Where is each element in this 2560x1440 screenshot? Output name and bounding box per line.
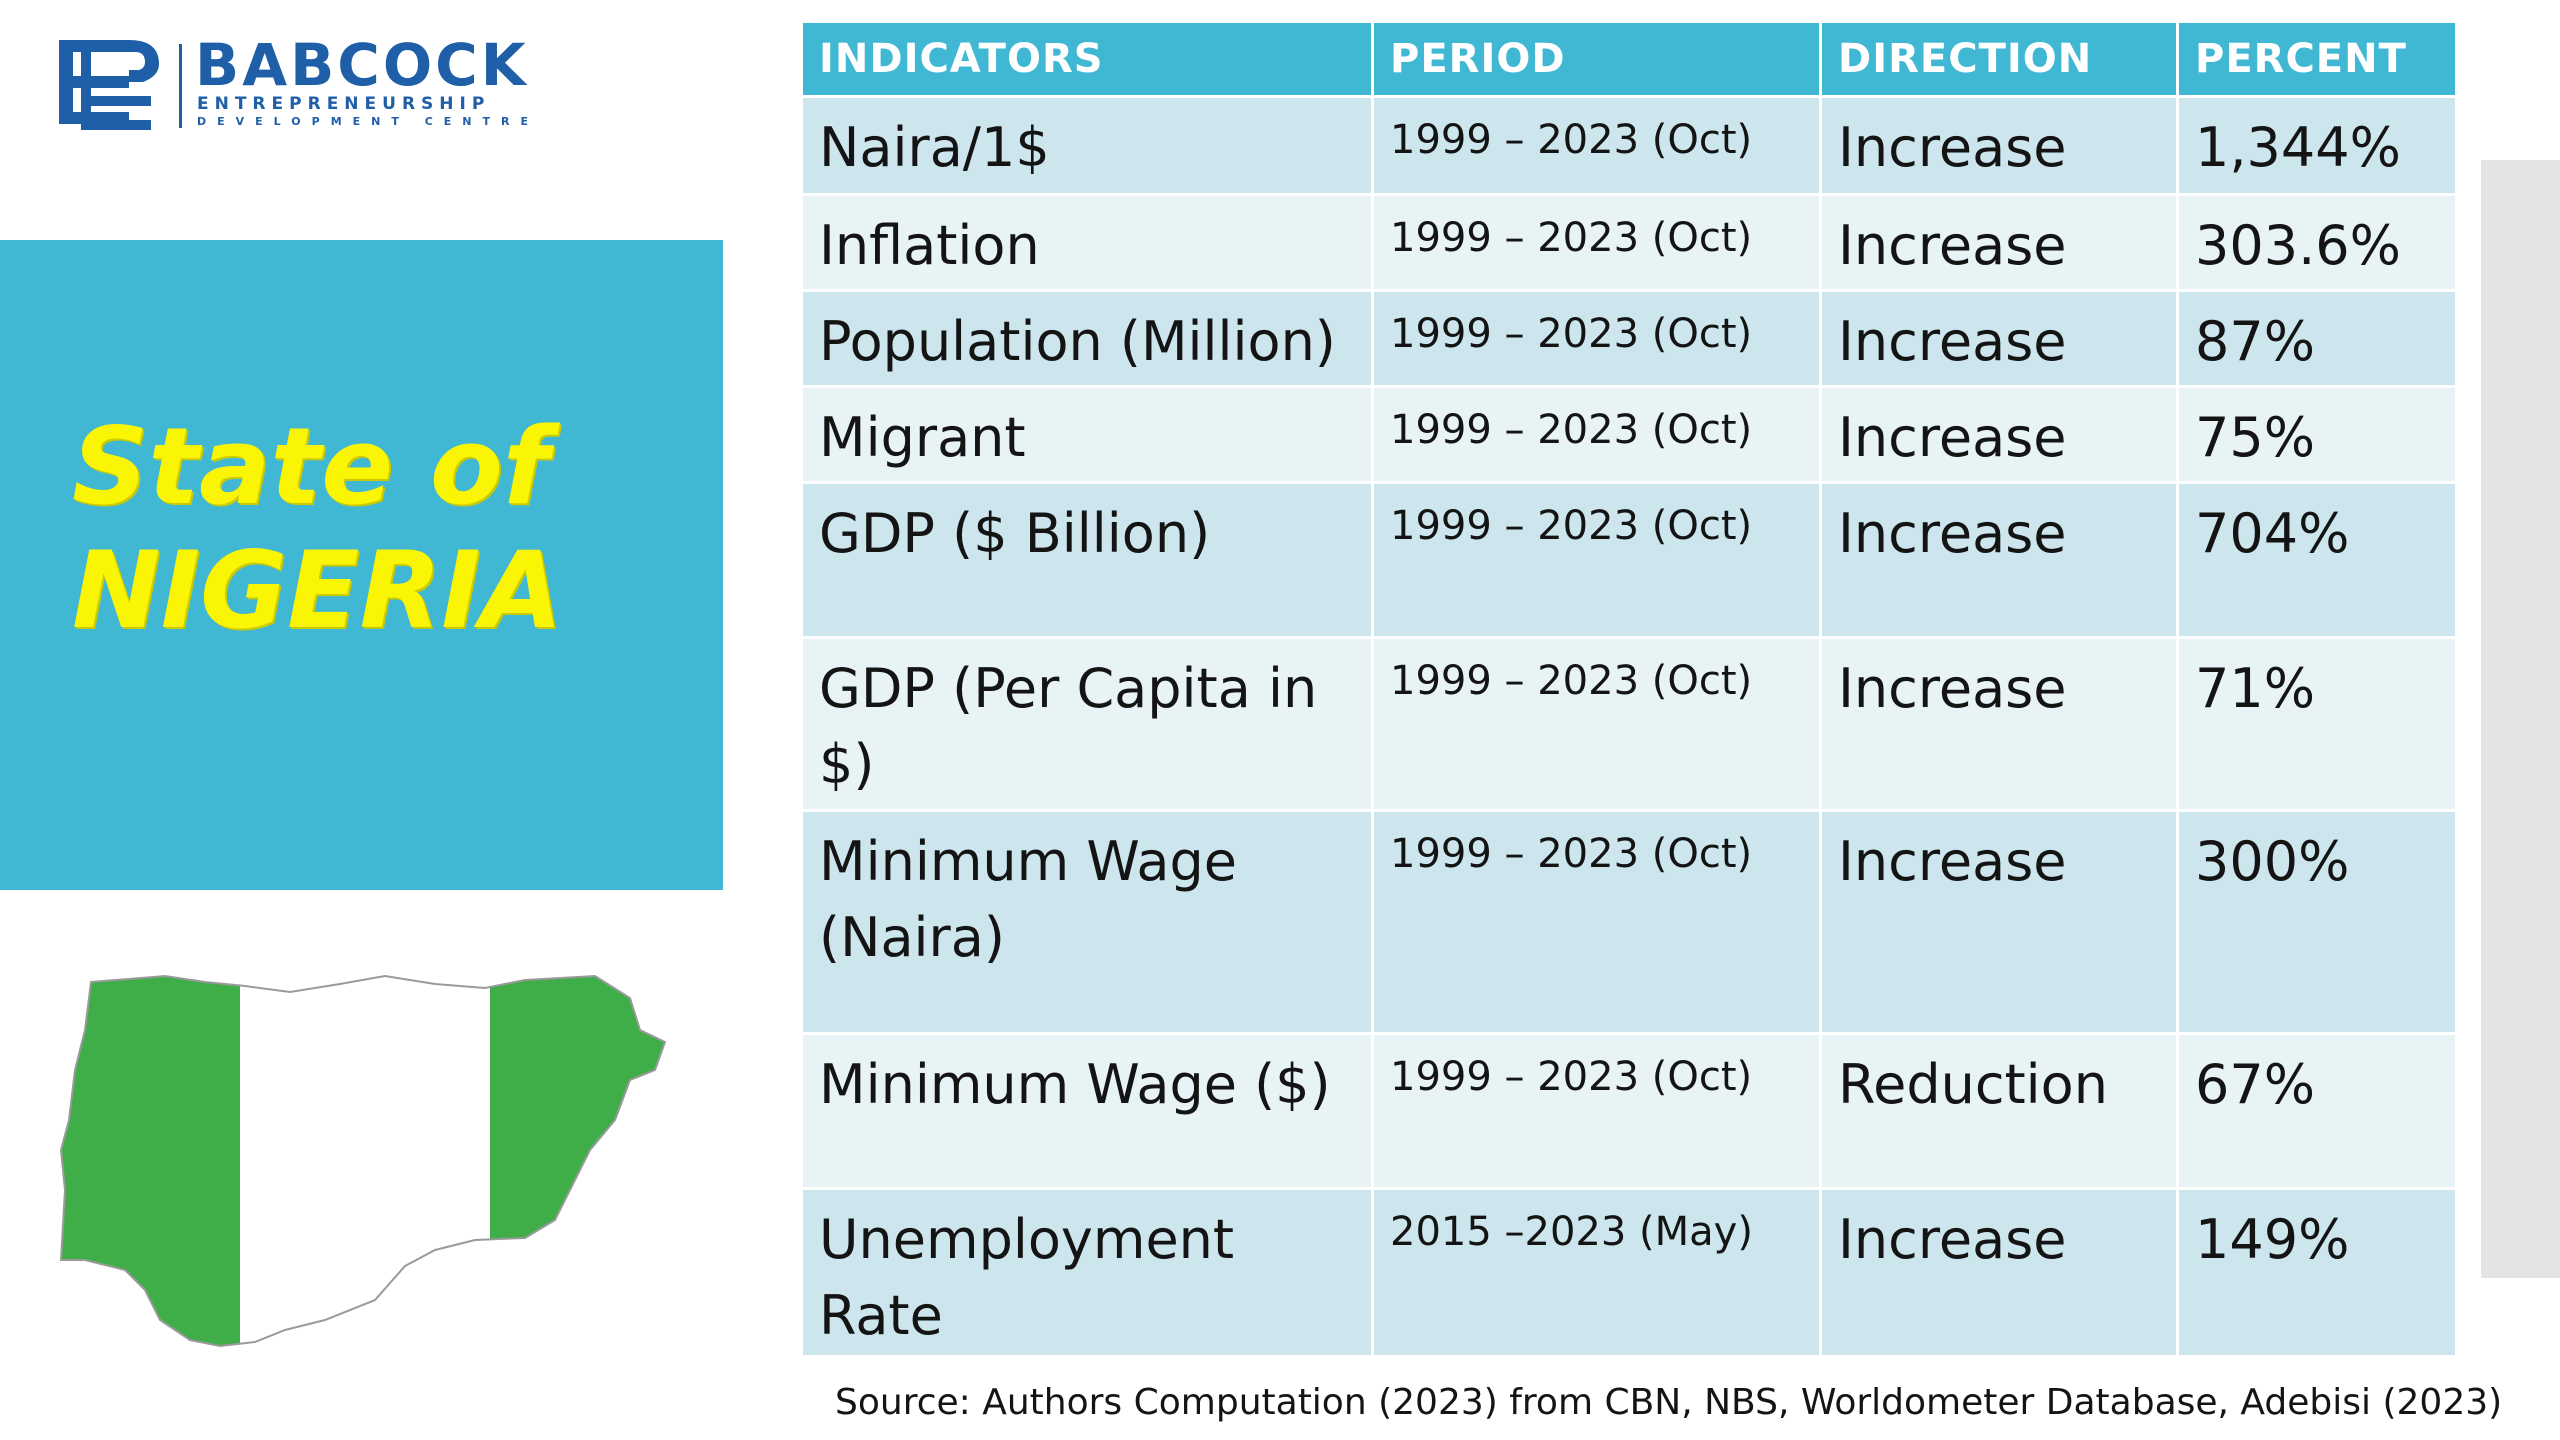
title-line-2: NIGERIA [72,529,563,652]
cell-period: 1999 – 2023 (Oct) [1374,484,1819,636]
babcock-logo: BABCOCK ENTREPRENEURSHIP DEVELOPMENT CEN… [55,34,615,134]
cell-period: 1999 – 2023 (Oct) [1374,812,1819,1032]
cell-percent: 300% [2179,812,2455,1032]
table-row: Population (Million) 1999 – 2023 (Oct) I… [803,292,2455,385]
table-row: Naira/1$ 1999 – 2023 (Oct) Increase 1,34… [803,98,2455,193]
cell-percent: 67% [2179,1035,2455,1187]
page-title: State of NIGERIA [72,405,563,653]
cell-direction: Reduction [1822,1035,2176,1187]
cell-percent: 704% [2179,484,2455,636]
cell-percent: 71% [2179,639,2455,809]
cell-direction: Increase [1822,812,2176,1032]
cell-direction: Increase [1822,484,2176,636]
header-indicators: INDICATORS [803,23,1371,95]
title-line-1: State of [72,405,549,528]
logo-name: BABCOCK [195,31,529,99]
header-percent: PERCENT [2179,23,2455,95]
cell-direction: Increase [1822,292,2176,385]
cell-period: 1999 – 2023 (Oct) [1374,639,1819,809]
table-row: GDP (Per Capita in $) 1999 – 2023 (Oct) … [803,639,2455,809]
logo-subtitle-1: ENTREPRENEURSHIP [197,94,491,114]
cell-percent: 303.6% [2179,196,2455,289]
nigeria-flag-map-icon [59,974,667,1348]
cell-indicator: Unemployment Rate [803,1190,1371,1355]
cell-indicator: Minimum Wage (Naira) [803,812,1371,1032]
table-header-row: INDICATORS PERIOD DIRECTION PERCENT [803,23,2455,95]
table-row: Minimum Wage ($) 1999 – 2023 (Oct) Reduc… [803,1035,2455,1187]
cell-direction: Increase [1822,1190,2176,1355]
cell-period: 1999 – 2023 (Oct) [1374,1035,1819,1187]
cell-direction: Increase [1822,98,2176,193]
indicators-table: INDICATORS PERIOD DIRECTION PERCENT Nair… [800,20,2458,1358]
logo-subtitle-2: DEVELOPMENT CENTRE [197,115,539,128]
side-strip [2481,160,2560,1278]
cell-percent: 75% [2179,388,2455,481]
cell-indicator: Naira/1$ [803,98,1371,193]
cell-period: 1999 – 2023 (Oct) [1374,196,1819,289]
cell-direction: Increase [1822,196,2176,289]
cell-direction: Increase [1822,639,2176,809]
cell-period: 1999 – 2023 (Oct) [1374,98,1819,193]
table-row: GDP ($ Billion) 1999 – 2023 (Oct) Increa… [803,484,2455,636]
cell-indicator: Population (Million) [803,292,1371,385]
babcock-be-monogram-icon [59,40,159,130]
source-note: Source: Authors Computation (2023) from … [835,1382,2503,1423]
cell-period: 2015 –2023 (May) [1374,1190,1819,1355]
cell-indicator: Migrant [803,388,1371,481]
table-row: Minimum Wage (Naira) 1999 – 2023 (Oct) I… [803,812,2455,1032]
table-row: Migrant 1999 – 2023 (Oct) Increase 75% [803,388,2455,481]
header-direction: DIRECTION [1822,23,2176,95]
cell-indicator: Minimum Wage ($) [803,1035,1371,1187]
table-row: Unemployment Rate 2015 –2023 (May) Incre… [803,1190,2455,1355]
cell-indicator: GDP (Per Capita in $) [803,639,1371,809]
header-period: PERIOD [1374,23,1819,95]
cell-indicator: GDP ($ Billion) [803,484,1371,636]
cell-direction: Increase [1822,388,2176,481]
title-panel: State of NIGERIA [0,240,723,890]
cell-period: 1999 – 2023 (Oct) [1374,292,1819,385]
nigeria-flag-map [55,970,675,1360]
cell-percent: 149% [2179,1190,2455,1355]
cell-indicator: Inflation [803,196,1371,289]
cell-period: 1999 – 2023 (Oct) [1374,388,1819,481]
cell-percent: 87% [2179,292,2455,385]
cell-percent: 1,344% [2179,98,2455,193]
table-row: Inflation 1999 – 2023 (Oct) Increase 303… [803,196,2455,289]
logo-divider [179,44,182,128]
